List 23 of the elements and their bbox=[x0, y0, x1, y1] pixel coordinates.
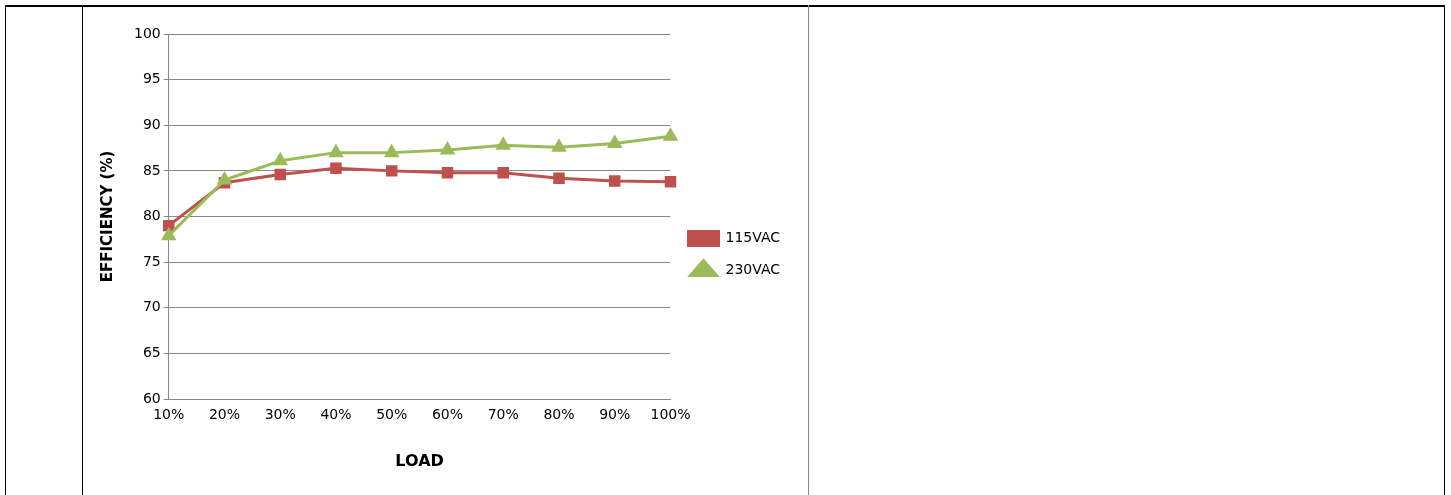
x-tick-label: 90% bbox=[599, 406, 631, 423]
legend-label: 115VAC bbox=[725, 229, 781, 246]
y-tick-label: 85 bbox=[142, 161, 161, 178]
y-tick-label: 65 bbox=[142, 344, 161, 361]
x-tick-label: 100% bbox=[650, 406, 691, 423]
y-tick-label: 100 bbox=[133, 24, 161, 41]
y-tick-label: 60 bbox=[142, 389, 161, 406]
y-tick-label: 70 bbox=[142, 298, 161, 315]
y-tick-label: 95 bbox=[142, 70, 161, 87]
x-tick-label: 10% bbox=[153, 406, 185, 423]
x-tick-label: 20% bbox=[208, 406, 241, 423]
y-tick-label: 80 bbox=[142, 207, 161, 224]
x-tick-label: 50% bbox=[376, 406, 408, 423]
y-tick-label: 75 bbox=[142, 252, 161, 269]
x-tick-label: 30% bbox=[264, 406, 296, 423]
x-axis-title: LOAD bbox=[395, 450, 444, 470]
legend-label: 230VAC bbox=[725, 261, 781, 278]
x-tick-label: 60% bbox=[431, 406, 464, 423]
x-tick-label: 70% bbox=[487, 406, 519, 423]
y-tick-label: 90 bbox=[142, 115, 161, 132]
y-axis-title: EFFICIENCY (%) bbox=[97, 150, 116, 283]
x-tick-label: 40% bbox=[320, 406, 352, 423]
x-tick-label: 80% bbox=[543, 406, 575, 423]
